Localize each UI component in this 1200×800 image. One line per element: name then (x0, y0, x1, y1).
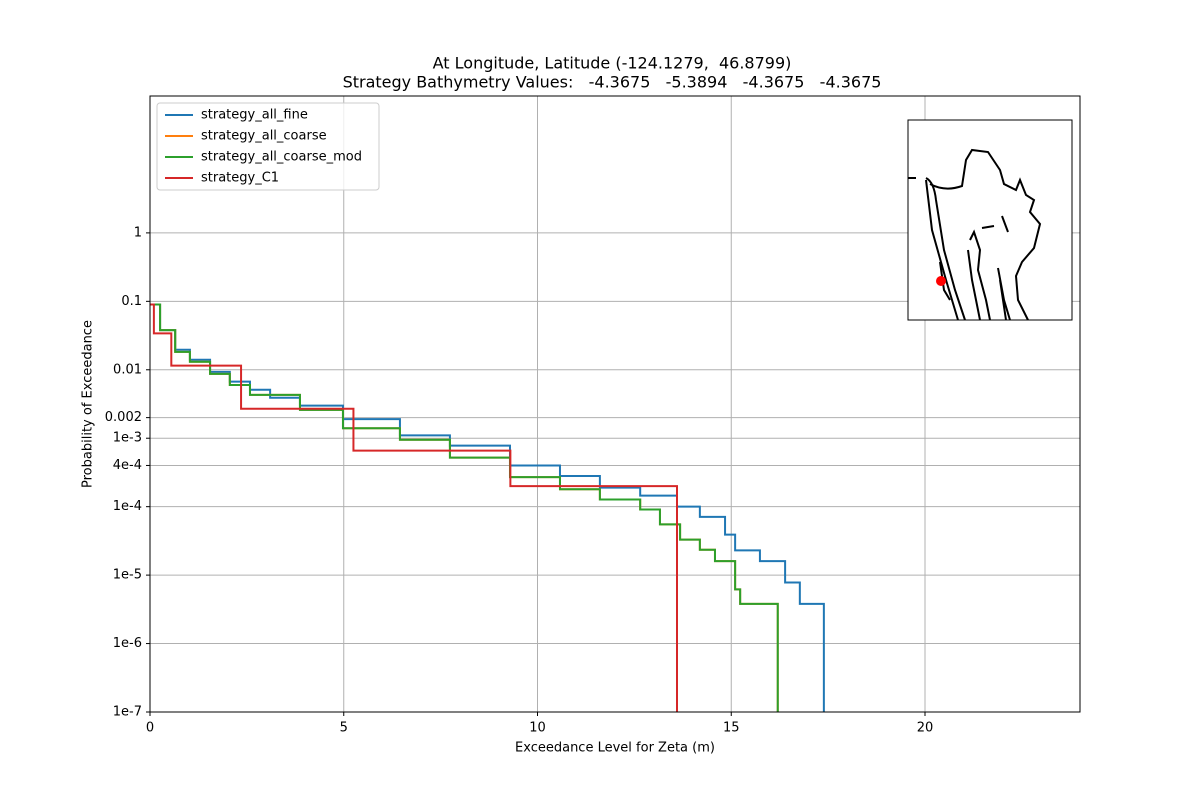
y-tick-label: 4e-4 (113, 458, 142, 473)
x-tick-label: 10 (529, 721, 546, 736)
coast-line (908, 177, 966, 321)
inset-map (907, 119, 1073, 321)
coast-line (925, 179, 959, 321)
legend-label: strategy_all_coarse (201, 129, 327, 144)
y-tick-label: 1e-5 (113, 568, 142, 583)
chart-subtitle: Strategy Bathymetry Values: -4.3675 -5.3… (343, 73, 882, 92)
coast-line (929, 148, 1042, 321)
x-axis-label: Exceedance Level for Zeta (m) (515, 741, 715, 756)
y-tick-label: 0.01 (113, 362, 142, 377)
legend-box (156, 102, 380, 191)
legend: strategy_all_fine strategy_all_coarsestra… (156, 102, 380, 191)
inset-frame (907, 119, 1073, 321)
y-tick-label: 0.002 (105, 410, 142, 425)
x-tick-label: 20 (917, 721, 934, 736)
series-line (150, 303, 825, 712)
chart-title: At Longitude, Latitude (-124.1279, 46.87… (433, 54, 792, 73)
y-axis-label: Probability of Exceedance (81, 320, 96, 488)
x-tick-label: 15 (723, 721, 740, 736)
coast-line (967, 229, 991, 321)
y-tick-label: 1e-3 (113, 431, 142, 446)
plot-frame (149, 95, 1081, 713)
legend-label: strategy_C1 (201, 171, 279, 186)
y-tick-label: 1 (134, 225, 142, 240)
y-tick-label: 1e-7 (113, 705, 142, 720)
legend-label: strategy_all_coarse_mod (201, 150, 362, 165)
coast-line (939, 261, 951, 301)
x-tick-label: 0 (146, 721, 154, 736)
location-marker (936, 276, 946, 286)
series-line (150, 303, 779, 712)
legend-label: strategy_all_fine (201, 108, 308, 123)
y-tick-label: 1e-6 (113, 636, 142, 651)
x-tick-label: 5 (340, 721, 348, 736)
series-line (150, 303, 678, 712)
coast-line (981, 215, 1011, 321)
series-line (150, 303, 779, 712)
y-tick-label: 0.1 (121, 294, 142, 309)
y-tick-label: 1e-4 (113, 499, 142, 514)
coastline (908, 148, 1042, 321)
